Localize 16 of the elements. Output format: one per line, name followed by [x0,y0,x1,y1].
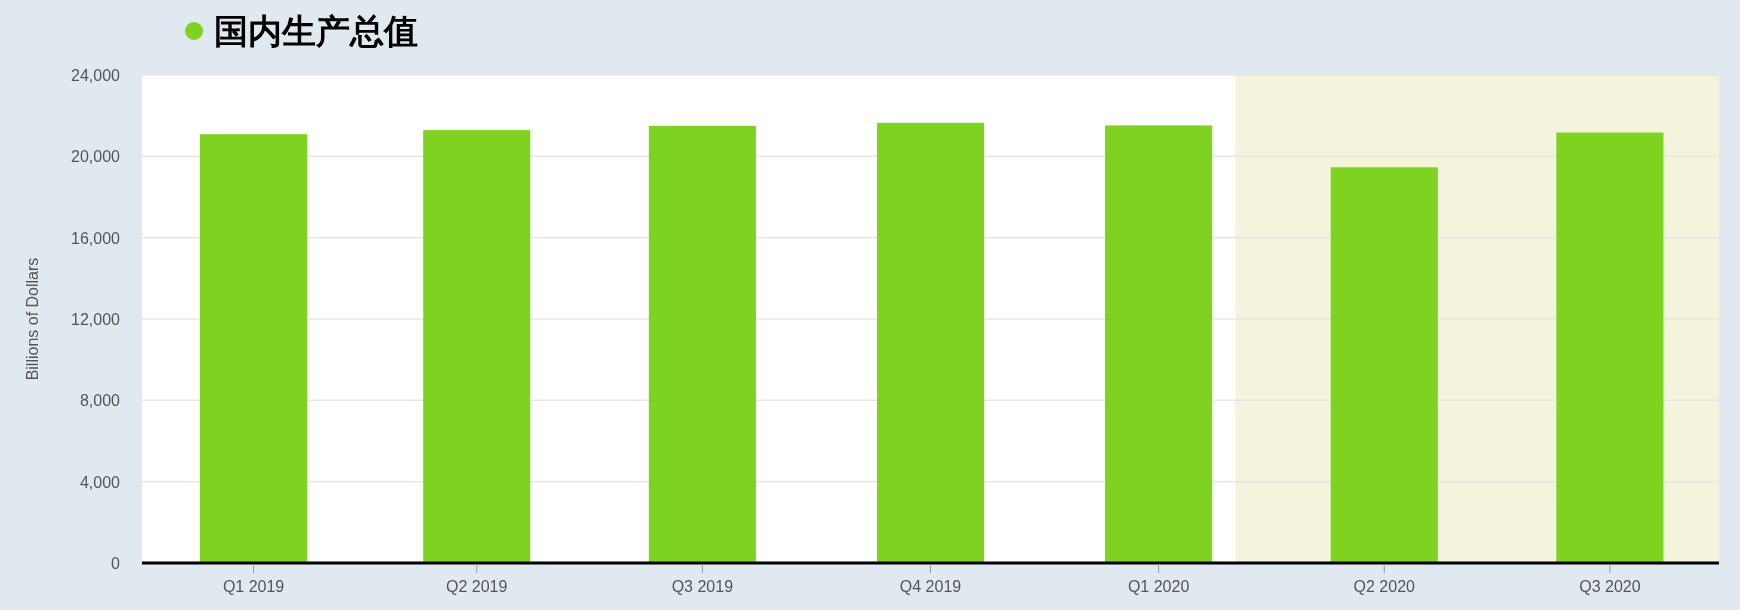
x-tick-label: Q1 2020 [1127,578,1190,595]
y-tick-label: 8,000 [79,392,121,410]
x-tick-label: Q3 2019 [671,578,734,595]
y-tick-label: 0 [111,555,121,572]
x-tick-label: Q3 2020 [1579,578,1641,595]
x-tick-label: Q2 2019 [446,578,508,595]
y-tick-label: 20,000 [71,148,121,166]
legend-label: 国内生产总值 [214,13,418,50]
y-axis-title: Billions of Dollars [24,257,41,381]
y-tick-label: 16,000 [71,229,121,247]
y-tick-label: 4,000 [79,473,121,491]
x-tick-label: Q4 2019 [899,578,962,595]
y-tick-label: 12,000 [71,311,121,328]
x-tick-label: Q1 2019 [222,578,285,595]
x-tick-label: Q2 2020 [1353,578,1416,595]
y-tick-label: 24,000 [71,67,121,84]
